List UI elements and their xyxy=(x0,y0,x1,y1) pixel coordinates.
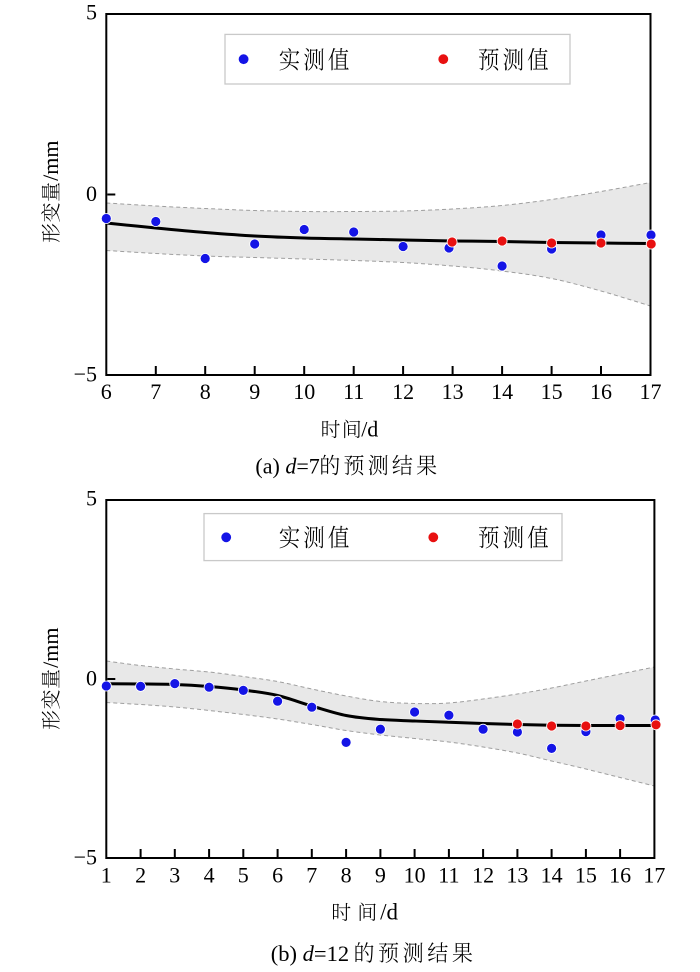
svg-text:6: 6 xyxy=(272,863,283,888)
svg-text:9: 9 xyxy=(249,379,260,404)
svg-text:0: 0 xyxy=(86,665,97,690)
svg-text:1: 1 xyxy=(101,863,112,888)
svg-text:15: 15 xyxy=(541,379,563,404)
svg-text:9: 9 xyxy=(375,863,386,888)
svg-text:−5: −5 xyxy=(74,361,97,386)
svg-text:(b) d=12: (b) d=12 xyxy=(271,941,349,966)
svg-text:4: 4 xyxy=(204,863,215,888)
svg-text:17: 17 xyxy=(643,863,665,888)
svg-text:13: 13 xyxy=(506,863,528,888)
svg-text:12: 12 xyxy=(472,863,494,888)
svg-text:15: 15 xyxy=(575,863,597,888)
svg-text:12: 12 xyxy=(392,379,414,404)
svg-text:11: 11 xyxy=(438,863,459,888)
svg-text:7: 7 xyxy=(150,379,161,404)
svg-text:14: 14 xyxy=(541,863,563,888)
svg-text:/d: /d xyxy=(361,417,378,442)
svg-text:3: 3 xyxy=(169,863,180,888)
svg-text:/mm: /mm xyxy=(38,628,63,668)
svg-text:−5: −5 xyxy=(74,844,97,869)
svg-text:5: 5 xyxy=(86,486,97,511)
svg-text:11: 11 xyxy=(343,379,364,404)
svg-text:7: 7 xyxy=(306,863,317,888)
svg-text:5: 5 xyxy=(86,0,97,25)
svg-text:16: 16 xyxy=(590,379,612,404)
svg-text:13: 13 xyxy=(442,379,464,404)
svg-text:5: 5 xyxy=(238,863,249,888)
svg-text:14: 14 xyxy=(491,379,513,404)
svg-text:0: 0 xyxy=(86,181,97,206)
svg-text:17: 17 xyxy=(640,379,662,404)
svg-text:6: 6 xyxy=(101,379,112,404)
svg-text:10: 10 xyxy=(404,863,426,888)
svg-text:16: 16 xyxy=(609,863,631,888)
svg-text:/d: /d xyxy=(380,900,398,925)
svg-text:/mm: /mm xyxy=(38,141,63,181)
svg-text:8: 8 xyxy=(341,863,352,888)
svg-text:(a) d=7: (a) d=7 xyxy=(255,454,319,479)
svg-text:2: 2 xyxy=(135,863,146,888)
svg-text:10: 10 xyxy=(293,379,315,404)
svg-text:8: 8 xyxy=(200,379,211,404)
